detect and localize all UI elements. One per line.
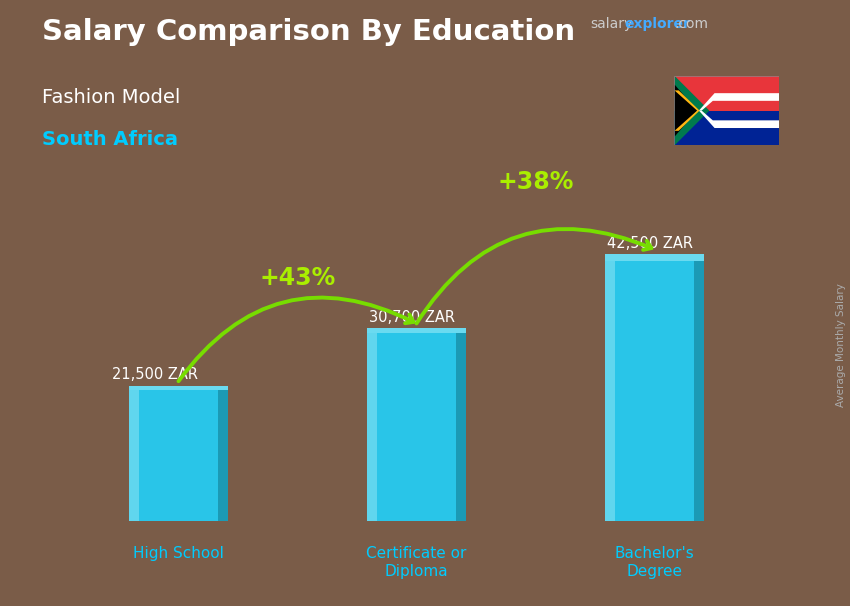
Bar — [675, 76, 779, 110]
Bar — [128, 386, 229, 390]
Text: 42,500 ZAR: 42,500 ZAR — [607, 236, 693, 251]
Bar — [128, 386, 229, 521]
Bar — [694, 255, 705, 521]
Text: Average Monthly Salary: Average Monthly Salary — [836, 284, 846, 407]
Bar — [366, 328, 467, 521]
Polygon shape — [699, 93, 779, 110]
Bar — [604, 255, 615, 521]
Polygon shape — [675, 90, 700, 131]
Polygon shape — [675, 76, 710, 145]
Polygon shape — [699, 110, 779, 128]
Bar — [366, 328, 377, 521]
Text: Certificate or
Diploma: Certificate or Diploma — [366, 546, 467, 579]
Text: salary: salary — [591, 17, 633, 31]
Text: Bachelor's
Degree: Bachelor's Degree — [615, 546, 694, 579]
Text: +43%: +43% — [259, 266, 336, 290]
Bar — [604, 255, 705, 521]
Bar — [366, 328, 467, 333]
Text: 30,700 ZAR: 30,700 ZAR — [369, 310, 455, 325]
Text: South Africa: South Africa — [42, 130, 178, 149]
Text: 21,500 ZAR: 21,500 ZAR — [112, 367, 198, 382]
Text: +38%: +38% — [497, 170, 574, 195]
Bar — [218, 386, 229, 521]
Text: explorer: explorer — [625, 17, 690, 31]
Text: High School: High School — [133, 546, 224, 561]
Bar — [128, 386, 139, 521]
Text: Salary Comparison By Education: Salary Comparison By Education — [42, 18, 575, 46]
Bar — [675, 110, 779, 145]
Text: Fashion Model: Fashion Model — [42, 88, 181, 107]
Bar — [604, 255, 705, 261]
Bar — [456, 328, 467, 521]
Text: .com: .com — [674, 17, 708, 31]
Polygon shape — [675, 84, 697, 137]
